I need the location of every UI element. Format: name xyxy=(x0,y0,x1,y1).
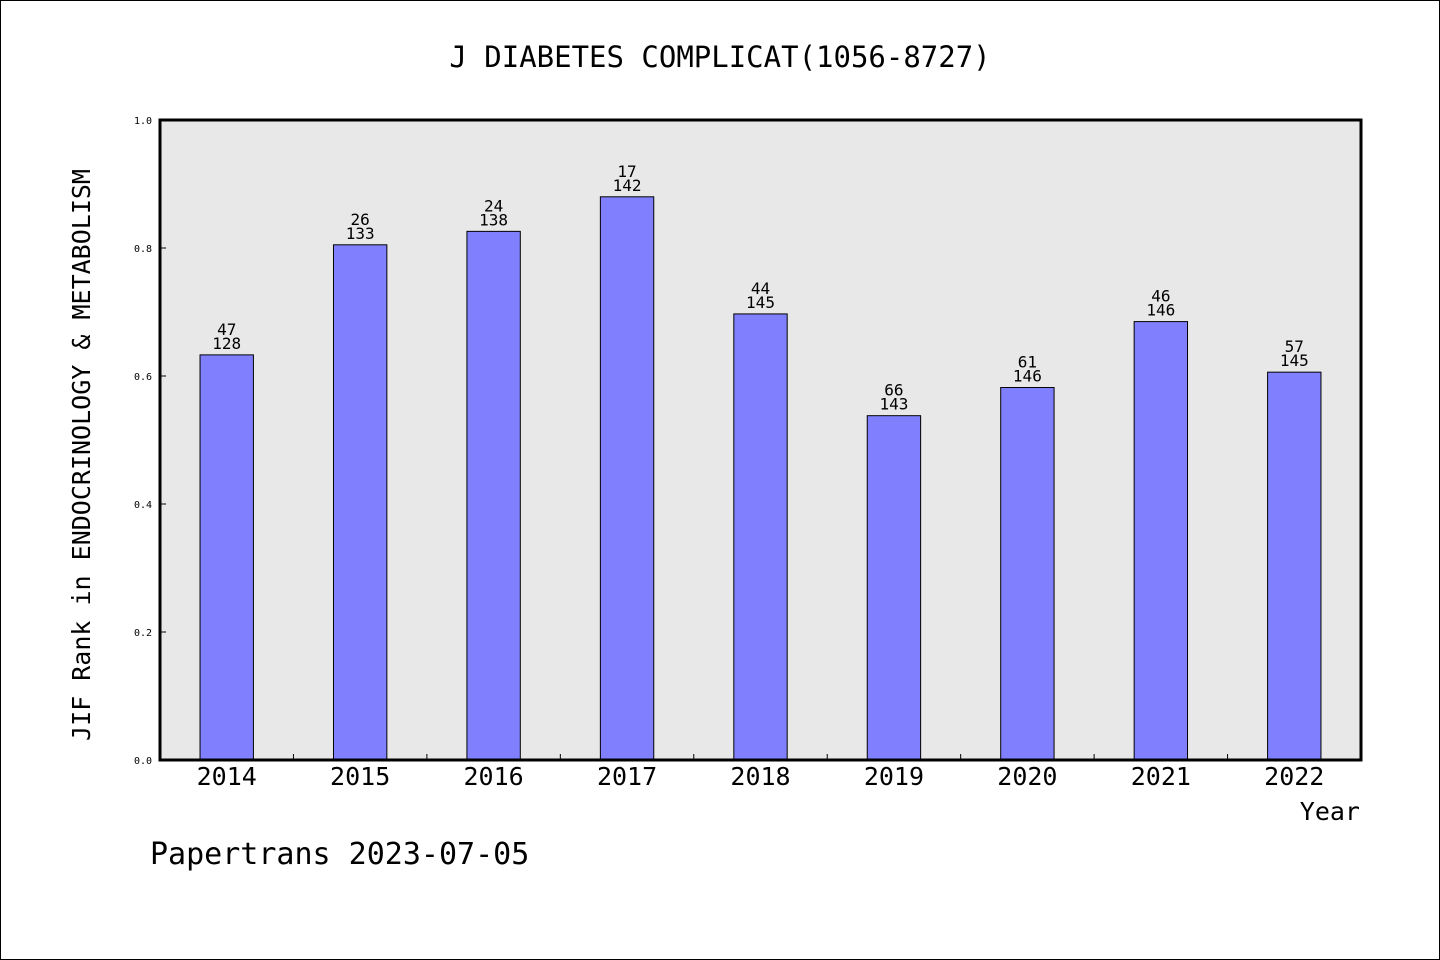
bar xyxy=(1267,371,1322,761)
bar xyxy=(199,354,254,761)
x-tick-label: 2015 xyxy=(330,762,390,791)
x-tick-label: 2014 xyxy=(197,762,257,791)
bar-rank-label: 61 xyxy=(1018,353,1037,372)
x-tick-label: 2016 xyxy=(464,762,524,791)
bar-total-label: 143 xyxy=(879,395,908,414)
x-tick-label: 2018 xyxy=(730,762,790,791)
bar-total-label: 145 xyxy=(1280,351,1309,370)
bar-rank-label: 17 xyxy=(617,162,636,181)
x-axis-label: Year xyxy=(1300,797,1360,826)
y-tick-label: 0.4 xyxy=(134,500,152,511)
bar xyxy=(733,313,788,761)
bar-total-label: 146 xyxy=(1013,367,1042,386)
y-tick-label: 1.0 xyxy=(134,116,152,127)
bar-rank-label: 47 xyxy=(217,320,236,339)
bar-rank-label: 44 xyxy=(751,279,770,298)
bar xyxy=(1000,387,1055,761)
x-tick-label: 2021 xyxy=(1131,762,1191,791)
x-tick-label: 2017 xyxy=(597,762,657,791)
bar xyxy=(466,230,521,761)
x-tick-label: 2019 xyxy=(864,762,924,791)
bar xyxy=(866,415,922,761)
chart-title: J DIABETES COMPLICAT(1056-8727) xyxy=(449,40,990,74)
watermark-text: Papertrans 2023-07-05 xyxy=(150,837,529,872)
bar-total-label: 146 xyxy=(1146,301,1175,320)
bar-total-label: 133 xyxy=(346,224,375,243)
bar-total-label: 128 xyxy=(212,334,241,353)
bar-total-label: 142 xyxy=(613,176,642,195)
bar xyxy=(332,244,388,761)
bar xyxy=(1133,321,1189,761)
x-tick-label: 2020 xyxy=(997,762,1057,791)
bar-total-label: 138 xyxy=(479,210,508,229)
bar xyxy=(599,196,655,761)
x-axis: 2014 2015 2016 2017 2018 2019 2020 2021 2022 xyxy=(197,754,1324,791)
y-axis-label: JIF Rank in ENDOCRINOLOGY & METABOLISM xyxy=(67,169,96,741)
y-tick-label: 0.2 xyxy=(134,628,152,639)
bar-rank-label: 24 xyxy=(484,196,503,215)
y-tick-label: 0.8 xyxy=(134,244,152,255)
bar-rank-label: 46 xyxy=(1151,287,1170,306)
bar-rank-label: 26 xyxy=(351,210,370,229)
bar-rank-label: 66 xyxy=(884,381,903,400)
x-tick-label: 2022 xyxy=(1264,762,1324,791)
bar-total-label: 145 xyxy=(746,293,775,312)
bars-group: 4712826133241381714244145661436114646146… xyxy=(199,162,1322,761)
bar-rank-label: 57 xyxy=(1285,337,1304,356)
y-tick-label: 0.6 xyxy=(134,372,152,383)
y-tick-label: 0.0 xyxy=(134,756,152,767)
plot-border xyxy=(158,118,1363,762)
